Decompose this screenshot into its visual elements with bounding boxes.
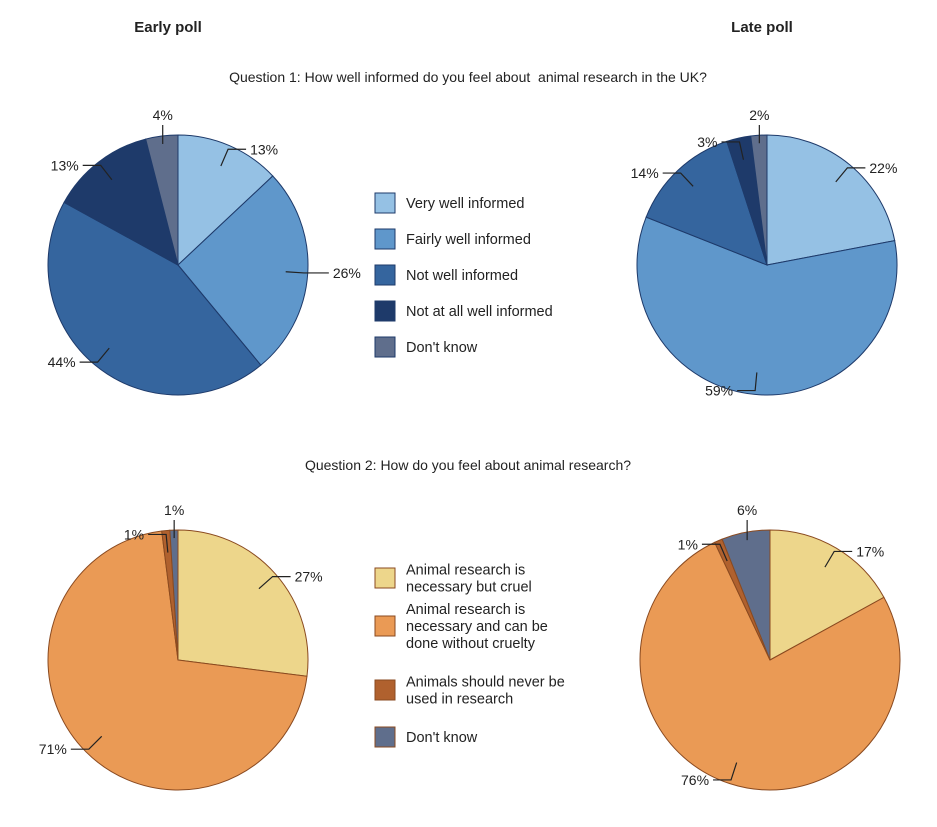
legend-label-q2-3: used in research [406,692,513,708]
legend-swatch-q1-2 [374,228,396,250]
label-leader-q2-late-2 [713,762,738,781]
legend-label-q2-1: Animal research is [406,563,525,579]
legend-swatch-q1-3 [374,264,396,286]
legend-swatch-q1-1 [374,192,396,214]
data-label-q1-late-4: 3% [697,134,717,150]
pie-slice-q1-late-1 [766,134,896,266]
data-label-q1-late-3: 14% [631,165,659,181]
legend-label-q2-3: Animals should never be [406,675,565,691]
legend-swatch-q1-4 [374,300,396,322]
label-leader-q1-early-3 [79,347,110,363]
label-leader-q2-early-1 [258,576,291,590]
data-label-q2-early-1: 27% [295,569,323,585]
legend-swatch-q2-4 [374,726,396,748]
data-label-q2-early-2: 71% [39,741,67,757]
label-leader-q1-late-3 [662,172,694,187]
question-2-title: Question 2: How do you feel about animal… [305,457,631,473]
data-label-q2-late-3: 1% [678,536,698,552]
pie-slice-q2-late-1 [769,529,885,661]
data-label-q1-early-5: 4% [153,107,173,123]
data-label-q2-early-4: 1% [164,502,184,518]
data-label-q2-late-1: 17% [856,543,884,559]
legend-swatch-q2-3 [374,679,396,701]
label-leader-q2-late-1 [824,550,853,568]
legend-label-q2-1: necessary but cruel [406,580,532,596]
label-leader-q1-early-4 [82,164,113,181]
label-leader-q1-late-2 [737,372,758,392]
pie-slice-q1-late-2 [636,216,898,396]
legend-label-q1-1: Very well informed [406,196,524,212]
label-leader-q1-late-4 [721,141,745,160]
pie-slice-q2-early-2 [47,530,308,791]
data-label-q1-early-4: 13% [51,157,79,173]
data-label-q1-early-1: 13% [250,141,278,157]
legend-swatch-q1-5 [374,336,396,358]
label-leader-q1-early-2 [285,271,329,274]
pie-slice-q1-early-5 [145,134,179,266]
question-1-title: Question 1: How well informed do you fee… [229,69,707,85]
legend-label-q1-5: Don't know [406,340,478,356]
pie-slice-q2-late-4 [721,529,771,661]
label-leader-q2-early-2 [70,735,103,750]
pie-slice-q2-early-1 [177,529,309,677]
pie-slice-q1-early-3 [47,201,262,396]
legend-label-q2-2: done without cruelty [406,636,536,652]
label-leader-q1-early-1 [220,148,247,167]
legend-label-q1-3: Not well informed [406,268,518,284]
pie-slice-q2-late-2 [639,541,901,791]
data-label-q1-late-2: 59% [705,383,733,399]
pie-slice-q1-early-4 [63,138,179,266]
legend-label-q2-2: necessary and can be [406,619,548,635]
legend-swatch-q2-2 [374,615,396,637]
label-leader-q2-late-3 [701,543,728,562]
data-label-q1-early-2: 26% [333,265,361,281]
legend-label-q2-2: Animal research is [406,602,525,618]
legend-swatch-q2-1 [374,567,396,589]
label-leader-q1-late-1 [835,167,866,183]
pie-slice-q1-early-1 [177,134,274,267]
label-leader-q2-early-3 [148,533,169,553]
data-label-q2-late-4: 6% [737,502,757,518]
legend-label-q1-4: Not at all well informed [406,304,553,320]
data-label-q2-late-2: 76% [681,772,709,788]
data-label-q1-late-5: 2% [749,107,769,123]
data-label-q2-early-3: 1% [124,526,144,542]
legend-label-q2-4: Don't know [406,730,478,746]
late-poll-header: Late poll [731,19,793,36]
early-poll-header: Early poll [134,19,202,36]
data-label-q1-early-3: 44% [48,354,76,370]
data-label-q1-late-1: 22% [869,160,897,176]
legend-label-q1-2: Fairly well informed [406,232,531,248]
